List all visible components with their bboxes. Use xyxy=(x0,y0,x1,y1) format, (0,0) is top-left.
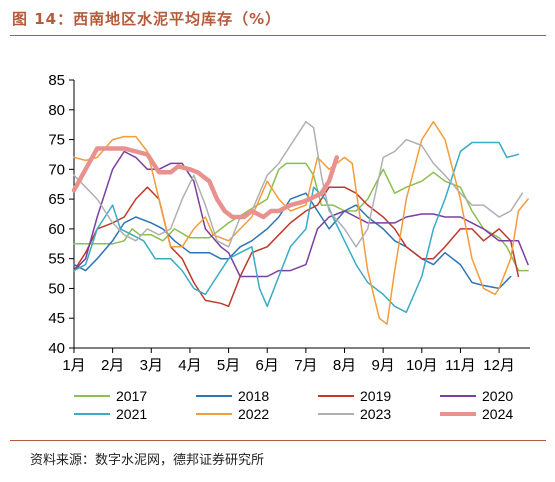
x-tick-label: 6月 xyxy=(256,357,279,374)
x-tick-label: 3月 xyxy=(140,357,163,374)
y-tick-label: 70 xyxy=(48,161,65,178)
series-line-2024 xyxy=(71,146,340,220)
series-line-2020 xyxy=(73,150,529,278)
legend-label-2022: 2022 xyxy=(238,406,269,422)
line-chart: 40 45 50 55 60 65 70 75 80 85 1月 2月 3月 4月 5月 6月 7月 8月 9月 10… xyxy=(48,72,530,422)
series-line-2022 xyxy=(73,120,529,325)
y-tick-label: 40 xyxy=(48,340,65,357)
chart-legend: 2017 2018 2019 2020 2021 2022 2023 2024 xyxy=(74,388,513,422)
legend-label-2017: 2017 xyxy=(116,388,147,404)
y-tick-label: 45 xyxy=(48,310,65,327)
x-tick-label: 10月 xyxy=(406,357,438,374)
x-tick-label: 4月 xyxy=(178,357,201,374)
y-tick-label: 75 xyxy=(48,132,65,149)
source-note: 资料来源：数字水泥网，德邦证券研究所 xyxy=(30,453,265,468)
legend-label-2020: 2020 xyxy=(482,388,513,404)
legend-label-2018: 2018 xyxy=(238,388,269,404)
footer-divider xyxy=(10,440,546,441)
series-line-2021 xyxy=(73,141,520,314)
chart-title: 图 14：西南地区水泥平均库存（%） xyxy=(12,10,282,28)
title-divider xyxy=(10,35,546,36)
x-tick-label: 7月 xyxy=(294,357,317,374)
series-line-2018 xyxy=(73,192,512,290)
x-tick-label: 2月 xyxy=(101,357,124,374)
legend-label-2021: 2021 xyxy=(116,406,147,422)
x-tick-label: 1月 xyxy=(62,357,85,374)
legend-label-2019: 2019 xyxy=(360,388,391,404)
x-tick-label: 8月 xyxy=(333,357,356,374)
y-tick-label: 50 xyxy=(48,280,65,297)
x-tick-label: 9月 xyxy=(371,357,394,374)
series-line-2023 xyxy=(73,120,524,248)
y-tick-label: 85 xyxy=(48,72,65,89)
x-tick-label: 5月 xyxy=(217,357,240,374)
chart-axes: 40 45 50 55 60 65 70 75 80 85 1月 2月 3月 4月 5月 6月 7月 8月 9月 10… xyxy=(48,72,530,374)
legend-label-2023: 2023 xyxy=(360,406,391,422)
y-tick-label: 65 xyxy=(48,191,65,208)
y-tick-label: 55 xyxy=(48,251,65,268)
chart-series-lines xyxy=(71,120,529,325)
y-tick-label: 80 xyxy=(48,102,65,119)
legend-label-2024: 2024 xyxy=(482,406,513,422)
x-tick-label: 11月 xyxy=(445,357,476,374)
x-tick-label: 12月 xyxy=(483,357,515,374)
series-line-2019 xyxy=(73,186,520,308)
y-tick-label: 60 xyxy=(48,221,65,238)
